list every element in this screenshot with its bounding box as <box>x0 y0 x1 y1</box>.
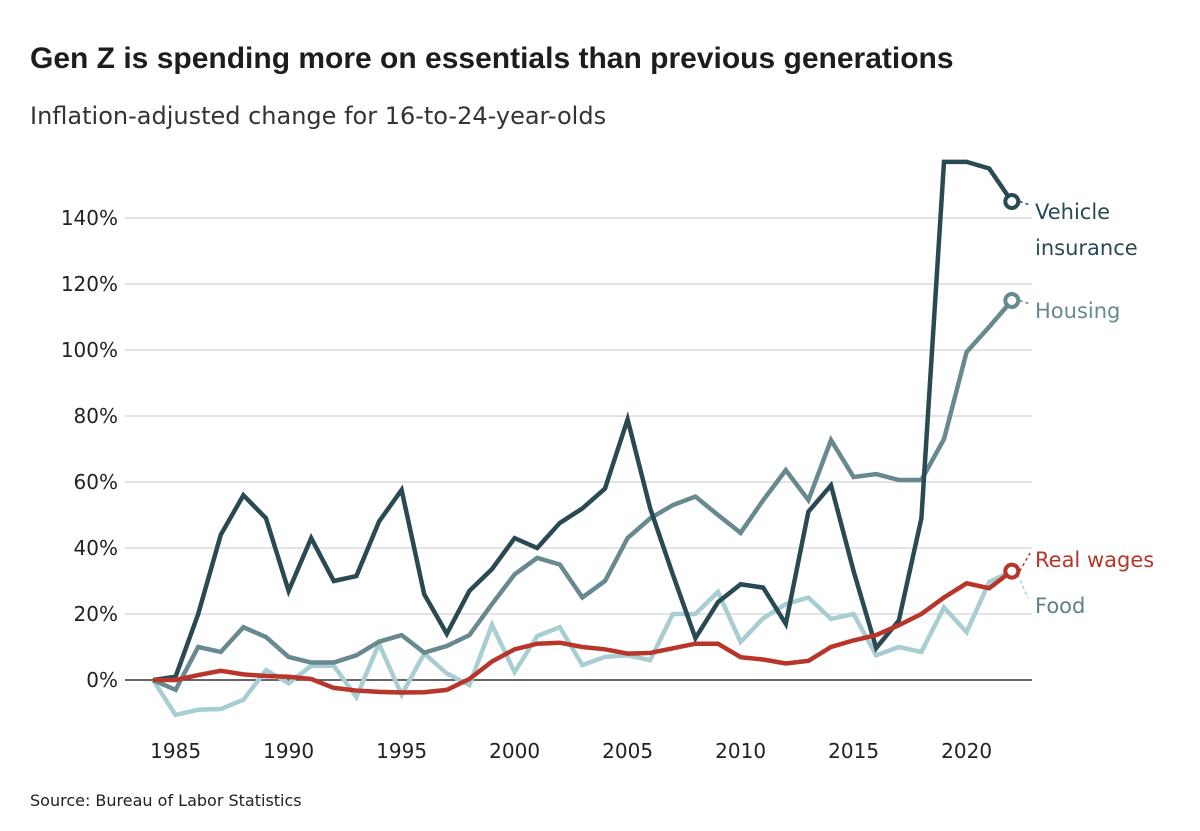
y-tick-label: 100% <box>61 338 118 362</box>
series-label-real-wages: Real wages <box>1035 548 1154 572</box>
chart-subtitle: Inflation-adjusted change for 16-to-24-y… <box>30 102 606 130</box>
series-line-housing <box>152 299 1014 693</box>
end-marker-housing <box>1003 292 1021 309</box>
label-leader-food <box>1017 574 1029 599</box>
y-tick-label: 60% <box>74 470 118 494</box>
x-tick-label: 2015 <box>828 739 879 763</box>
series-label-vehicle-insurance: Vehicle <box>1035 200 1110 224</box>
x-tick-label: 1995 <box>376 739 427 763</box>
y-tick-label: 20% <box>74 602 118 626</box>
chart-title: Gen Z is spending more on essentials tha… <box>30 42 954 75</box>
series-label-food: Food <box>1035 594 1085 618</box>
y-tick-label: 80% <box>74 404 118 428</box>
y-tick-label: 40% <box>74 536 118 560</box>
y-tick-label: 140% <box>61 206 118 230</box>
series-line-real-wages <box>153 569 1014 695</box>
end-marker-vehicle-insurance <box>1003 193 1021 210</box>
label-leader-real-wages <box>1019 552 1031 572</box>
label-leader-housing <box>1019 299 1031 305</box>
x-tick-label: 2000 <box>489 739 540 763</box>
y-tick-label: 120% <box>61 272 118 296</box>
end-marker-real-wages <box>1003 562 1021 580</box>
x-tick-label: 2010 <box>715 739 766 763</box>
x-tick-label: 2005 <box>602 739 653 763</box>
y-tick-label: 0% <box>86 668 118 692</box>
x-tick-label: 1985 <box>150 739 201 763</box>
source-note: Source: Bureau of Labor Statistics <box>30 791 302 810</box>
series-line-vehicle-insurance <box>152 159 1014 683</box>
series-label-housing: Housing <box>1035 299 1120 323</box>
x-tick-label: 1990 <box>263 739 314 763</box>
x-tick-label: 2020 <box>941 739 992 763</box>
label-leader-vehicle-insurance <box>1019 200 1031 206</box>
series-label-vehicle-insurance: insurance <box>1035 236 1138 260</box>
